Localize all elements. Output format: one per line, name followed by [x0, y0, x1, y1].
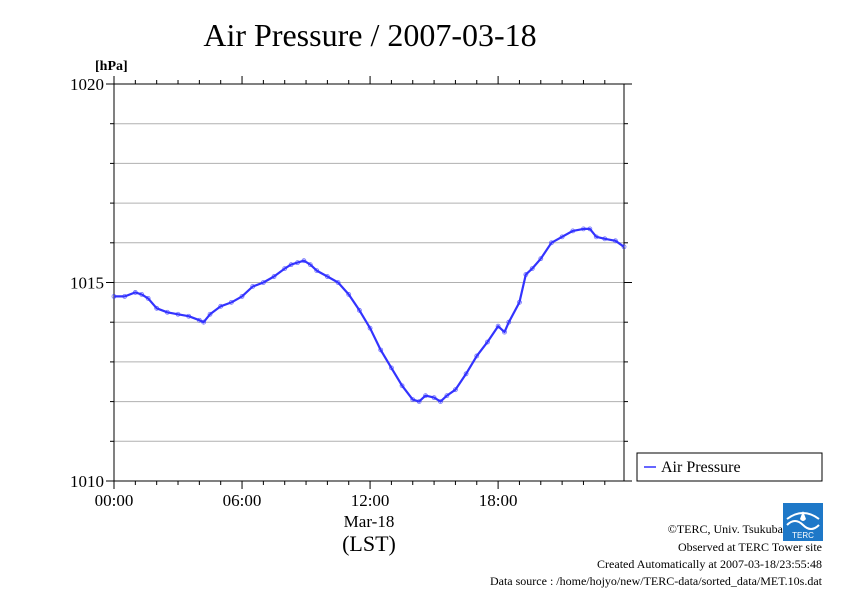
data-point	[132, 290, 138, 295]
data-point	[154, 305, 160, 311]
data-point	[122, 293, 128, 299]
terc-logo: TERC	[783, 503, 823, 541]
x-tick-label: 12:00	[351, 491, 390, 510]
legend: Air Pressure	[636, 452, 823, 482]
data-point	[621, 244, 627, 250]
data-point	[529, 266, 535, 272]
data-point	[485, 339, 490, 345]
x-axis-label: (LST)	[342, 531, 396, 556]
data-point	[301, 258, 307, 264]
data-point	[356, 307, 362, 313]
series-layer	[111, 226, 627, 405]
data-point	[431, 395, 437, 401]
data-point	[260, 280, 266, 285]
axis-ticks	[106, 76, 632, 489]
data-point	[218, 303, 224, 309]
y-tick-label: 1010	[70, 472, 104, 491]
data-point	[549, 240, 554, 246]
data-point	[282, 266, 288, 272]
data-point	[581, 226, 586, 232]
data-point	[410, 397, 416, 403]
data-point	[444, 393, 450, 399]
x-tick-labels: 00:00 06:00 12:00 18:00	[95, 491, 518, 510]
data-point	[438, 399, 443, 405]
legend-label: Air Pressure	[661, 459, 741, 476]
x-tick-label: 00:00	[95, 491, 134, 510]
data-point	[389, 365, 394, 371]
svg-text:TERC: TERC	[792, 531, 814, 540]
data-point	[416, 399, 422, 405]
data-point	[207, 311, 213, 317]
credit-source: Data source : /home/hojyo/new/TERC-data/…	[489, 574, 822, 588]
data-point	[288, 262, 294, 268]
data-point	[196, 317, 202, 323]
data-point	[502, 329, 507, 335]
credit-copyright: ©TERC, Univ. Tsukuba	[667, 522, 783, 536]
data-point	[239, 293, 245, 299]
data-point	[175, 311, 181, 317]
data-point	[613, 238, 618, 244]
data-point	[506, 319, 512, 325]
data-point	[250, 284, 256, 289]
data-point	[495, 323, 501, 329]
data-point	[559, 234, 565, 240]
data-point	[145, 295, 151, 301]
data-point	[228, 299, 234, 305]
data-point	[367, 325, 373, 331]
data-point	[378, 347, 384, 353]
data-point	[164, 309, 170, 315]
credit-observed: Observed at TERC Tower site	[677, 540, 822, 554]
data-point	[324, 274, 330, 279]
data-point	[111, 293, 117, 299]
data-point	[474, 353, 480, 359]
data-point	[201, 319, 207, 325]
data-point	[271, 274, 277, 279]
data-point	[314, 268, 320, 273]
data-point	[463, 371, 469, 377]
x-tick-label: 18:00	[479, 491, 518, 510]
data-point	[346, 292, 352, 297]
y-axis-unit: [hPa]	[95, 59, 128, 74]
legend-box	[636, 452, 823, 482]
data-point	[570, 228, 576, 234]
data-point	[399, 383, 405, 389]
y-tick-label: 1015	[70, 274, 104, 293]
chart-title: Air Pressure / 2007-03-18	[203, 17, 536, 53]
data-point	[295, 260, 300, 266]
data-point	[538, 256, 544, 262]
data-point	[307, 262, 313, 268]
x-date-label: Mar-18	[344, 512, 395, 531]
data-point	[587, 226, 593, 232]
data-point	[335, 280, 341, 285]
data-point	[593, 234, 599, 240]
credit-created: Created Automatically at 2007-03-18/23:5…	[597, 557, 822, 571]
y-tick-labels: 1010 1015 1020	[70, 75, 104, 491]
data-point	[517, 299, 522, 305]
data-point	[423, 393, 428, 399]
grid-lines	[114, 123, 624, 442]
y-tick-label: 1020	[70, 75, 104, 94]
x-tick-label: 06:00	[223, 491, 262, 510]
data-point	[523, 272, 529, 277]
data-point	[139, 292, 145, 297]
data-point	[602, 236, 608, 242]
data-point	[186, 313, 192, 319]
data-point	[453, 387, 458, 393]
